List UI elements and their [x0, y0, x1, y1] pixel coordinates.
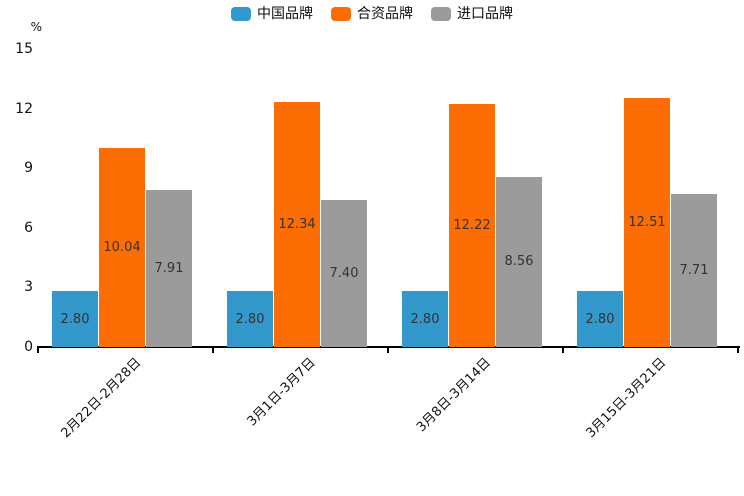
- bar-value-label: 2.80: [410, 311, 440, 327]
- y-axis-tick-label: 12: [15, 100, 33, 117]
- bar-中国品牌-2: 2.80: [402, 291, 448, 347]
- x-axis-tick-mark: [387, 348, 389, 353]
- bar-进口品牌-1: 7.40: [321, 199, 367, 347]
- bar-合资品牌-3: 12.51: [624, 98, 670, 347]
- legend-item-label: 进口品牌: [457, 6, 513, 22]
- y-axis-unit-label: %: [30, 20, 42, 34]
- legend-item-1[interactable]: 合资品牌: [331, 7, 413, 21]
- bar-合资品牌-2: 12.22: [449, 104, 495, 347]
- bar-value-label: 10.04: [103, 239, 141, 255]
- legend-swatch-icon: [231, 7, 251, 21]
- bar-合资品牌-1: 12.34: [274, 101, 320, 347]
- bar-value-label: 12.34: [278, 216, 316, 232]
- x-axis-line: [37, 346, 740, 348]
- bar-value-label: 8.56: [504, 254, 534, 270]
- legend-item-2[interactable]: 进口品牌: [431, 7, 513, 21]
- x-axis-tick-mark: [562, 348, 564, 353]
- legend: 中国品牌 合资品牌 进口品牌: [0, 7, 744, 21]
- bar-value-label: 7.40: [329, 265, 359, 281]
- x-axis-category-label: 3月15日-3月21日: [583, 355, 669, 442]
- legend-swatch-icon: [331, 7, 351, 21]
- legend-item-0[interactable]: 中国品牌: [231, 7, 313, 21]
- bar-中国品牌-3: 2.80: [577, 291, 623, 347]
- bar-中国品牌-0: 2.80: [52, 291, 98, 347]
- x-axis-category-label: 3月8日-3月14日: [413, 355, 494, 436]
- bar-value-label: 2.80: [60, 311, 90, 327]
- legend-item-label: 中国品牌: [257, 6, 313, 22]
- legend-item-label: 合资品牌: [357, 6, 413, 22]
- bar-value-label: 7.91: [154, 260, 184, 276]
- bar-value-label: 12.51: [628, 215, 666, 231]
- x-axis-tick-mark: [737, 348, 739, 353]
- x-axis-category-label: 2月22日-2月28日: [58, 355, 144, 442]
- x-axis-tick-mark: [212, 348, 214, 353]
- bar-进口品牌-2: 8.56: [496, 176, 542, 347]
- bar-进口品牌-0: 7.91: [146, 189, 192, 347]
- bar-进口品牌-3: 7.71: [671, 193, 717, 347]
- y-axis-tick-label: 9: [24, 160, 33, 177]
- y-axis-tick-label: 6: [24, 219, 33, 236]
- bar-中国品牌-1: 2.80: [227, 291, 273, 347]
- bar-合资品牌-0: 10.04: [99, 147, 145, 347]
- legend-swatch-icon: [431, 7, 451, 21]
- x-axis-category-label: 3月1日-3月7日: [244, 355, 319, 430]
- bar-value-label: 2.80: [585, 311, 615, 327]
- y-axis-tick-label: 3: [24, 279, 33, 296]
- y-axis-tick-label: 15: [15, 41, 33, 57]
- bar-value-label: 7.71: [679, 262, 709, 278]
- x-axis-tick-mark: [37, 348, 39, 353]
- y-axis-tick-label: 0: [24, 339, 33, 355]
- bar-value-label: 12.22: [453, 218, 491, 234]
- bar-value-label: 2.80: [235, 311, 265, 327]
